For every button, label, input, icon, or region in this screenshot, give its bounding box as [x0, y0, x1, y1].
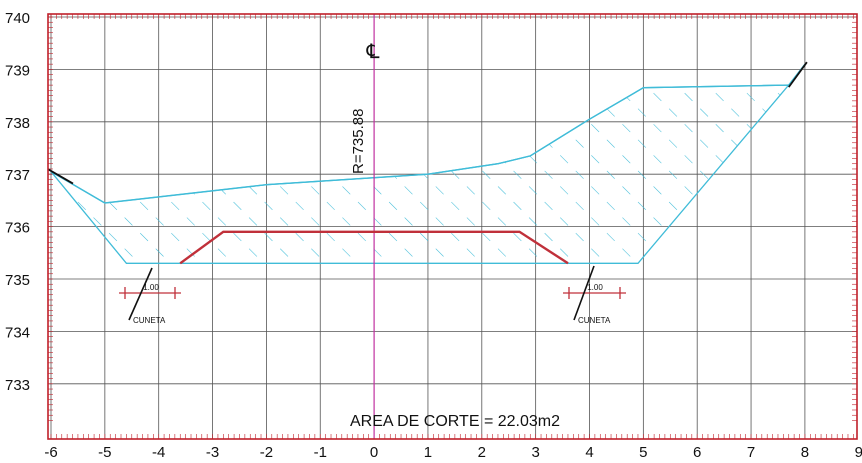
y-tick-label: 733: [5, 377, 30, 394]
x-tick-label: 5: [639, 444, 647, 461]
x-tick-label: -6: [44, 444, 57, 461]
ditch-label: CUNETA: [578, 316, 611, 325]
y-tick-label: 737: [5, 167, 30, 184]
x-tick-label: -5: [98, 444, 111, 461]
x-tick-label: 7: [747, 444, 755, 461]
y-axis-labels: 740 739 738 737 736 735 734 733: [5, 10, 30, 394]
ditch-dimension-value: 1.00: [587, 283, 603, 292]
drawing-frame: [47, 13, 858, 440]
x-tick-label: 9: [855, 444, 862, 461]
ditch-leader-line: [573, 265, 595, 321]
x-tick-label: -1: [314, 444, 327, 461]
left-ditch-callout: 1.00 CUNETA: [119, 267, 181, 325]
slope-stake-left: [48, 168, 74, 185]
ditch-label: CUNETA: [133, 316, 166, 325]
tick-marks: [48, 14, 857, 439]
x-tick-label: 1: [424, 444, 432, 461]
ditch-leader-line: [128, 267, 153, 321]
x-axis-labels: -6 -5 -4 -3 -2 -1 0 1 2 3 4 5 6 7 8 9: [44, 444, 862, 461]
x-tick-label: 2: [478, 444, 486, 461]
x-tick-label: -4: [152, 444, 165, 461]
grid: [48, 14, 857, 439]
x-tick-label: 0: [370, 444, 378, 461]
x-tick-label: -3: [206, 444, 219, 461]
ditch-dimension-value: 1.00: [143, 283, 159, 292]
y-tick-label: 736: [5, 220, 30, 237]
x-tick-label: 4: [585, 444, 593, 461]
x-tick-label: 3: [531, 444, 539, 461]
right-ditch-callout: 1.00 CUNETA: [563, 265, 626, 325]
y-tick-label: 740: [5, 10, 30, 27]
x-tick-label: -2: [260, 444, 273, 461]
y-tick-label: 735: [5, 272, 30, 289]
slope-stake-right: [788, 61, 808, 88]
y-tick-label: 739: [5, 62, 30, 79]
centerline-symbol: ℄: [366, 41, 380, 63]
grade-label: R=735.88: [350, 109, 367, 174]
y-tick-label: 738: [5, 115, 30, 132]
x-tick-label: 8: [801, 444, 809, 461]
x-tick-label: 6: [693, 444, 701, 461]
ground-profile-line: [50, 63, 806, 204]
area-of-cut-label: AREA DE CORTE = 22.03m2: [350, 413, 560, 430]
subgrade-line: [179, 230, 569, 265]
y-tick-label: 734: [5, 324, 30, 341]
